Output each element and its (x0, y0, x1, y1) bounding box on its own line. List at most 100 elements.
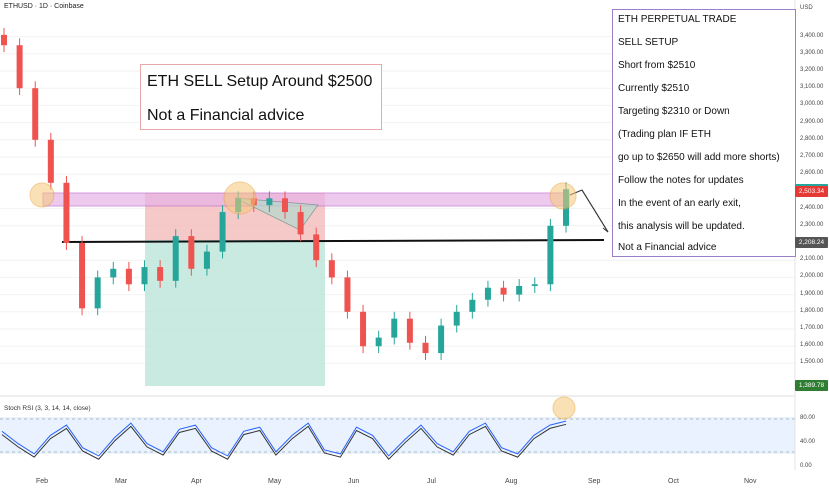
candle-body (391, 318, 398, 338)
candle-body (516, 286, 523, 295)
candle-body (110, 268, 117, 278)
x-tick-label: Oct (668, 478, 679, 485)
note-line: (Trading plan IF ETH (618, 129, 711, 140)
grid (0, 36, 795, 364)
candle-body (47, 139, 54, 183)
x-tick-label: Feb (36, 478, 49, 485)
x-tick-label: Jun (348, 478, 360, 485)
x-tick-label: Mar (115, 478, 128, 485)
candle-body (1, 34, 7, 46)
candle-body (63, 182, 70, 243)
price-tag: 1,389.78 (795, 380, 828, 391)
note-line: SELL SETUP (618, 37, 679, 48)
candle-body (328, 260, 335, 278)
note-line: Not a Financial advice (618, 242, 717, 253)
y-tick-label: 3,000.00 (800, 101, 824, 108)
candle-body (344, 277, 351, 312)
price-tag: 2,208.24 (795, 236, 828, 248)
title-line-2: Not a Financial advice (147, 107, 305, 124)
candle-body (469, 299, 476, 312)
y-tick-label: 2,300.00 (800, 221, 824, 228)
y-tick-label: 3,100.00 (800, 84, 824, 91)
candle-body (266, 198, 273, 206)
candle-body (313, 234, 320, 261)
stoch-rsi-line (1, 420, 567, 457)
candle-body (219, 212, 226, 252)
title-line-1: ETH SELL Setup Around $2500 (147, 73, 373, 90)
candle-body (188, 236, 195, 269)
candle-body (360, 311, 367, 347)
candles (1, 28, 569, 360)
y-tick-label: 2,700.00 (800, 153, 824, 159)
candle-body (547, 225, 554, 285)
marker-circle-mid (223, 181, 257, 215)
rsi-tick: 0.00 (800, 463, 812, 469)
candle-body (79, 243, 86, 309)
note-line: this analysis will be updated. (618, 221, 745, 232)
candle-body (172, 236, 179, 281)
support-line (61, 239, 605, 243)
x-tick-label: Sep (588, 478, 601, 485)
candle-body (282, 198, 288, 213)
note-line: Short from $2510 (618, 60, 696, 71)
candle-body (422, 342, 429, 354)
note-line: Targeting $2310 or Down (618, 106, 730, 117)
candle-body (484, 287, 491, 300)
x-tick-label: Aug (505, 478, 518, 485)
candle-body (16, 45, 23, 89)
candle-body (438, 325, 445, 354)
stoch-rsi-label: Stoch RSI (3, 3, 14, 14, close) (4, 405, 91, 412)
y-tick-label: 2,100.00 (800, 256, 824, 263)
notes-box: ETH PERPETUAL TRADE SELL SETUP Short fro… (612, 9, 796, 257)
candle-body (500, 287, 507, 295)
candle-body (157, 267, 164, 281)
y-tick-label: 1,600.00 (800, 342, 824, 349)
price-tag: 2,503.34 (795, 185, 828, 197)
y-tick-label: 3,300.00 (800, 49, 824, 56)
x-tick-label: Jul (427, 478, 436, 485)
y-tick-label: 1,500.00 (800, 359, 824, 366)
candle-body (531, 284, 538, 286)
candle-body (125, 268, 132, 285)
marker-circle-left (29, 182, 55, 208)
y-tick-label: 1,700.00 (800, 325, 824, 331)
y-tick-label: 1,900.00 (800, 290, 824, 297)
rsi-tick: 80.00 (800, 415, 816, 421)
title-box: ETH SELL Setup Around $2500 Not a Financ… (140, 64, 382, 130)
y-tick-label: 2,900.00 (800, 118, 824, 125)
candle-body (32, 88, 39, 140)
x-tick-label: Nov (744, 478, 757, 485)
y-tick-label: 2,800.00 (800, 135, 824, 142)
note-line: Follow the notes for updates (618, 175, 744, 186)
stoch-rsi-line (1, 423, 567, 460)
note-line: In the event of an early exit, (618, 198, 741, 209)
y-tick-label: 3,400.00 (800, 32, 824, 39)
projection-leg (581, 189, 609, 233)
symbol-label: ETHUSD · 1D · Coinbase (4, 3, 84, 10)
x-tick-label: May (268, 478, 282, 485)
candle-body (94, 277, 101, 309)
y-tick-label: 3,200.00 (800, 67, 824, 73)
candle-body (297, 212, 304, 235)
note-line: ETH PERPETUAL TRADE (618, 14, 737, 25)
candle-body (453, 311, 460, 326)
y-tick-label: 2,400.00 (800, 204, 824, 211)
triangle-pattern (234, 197, 319, 231)
y-tick-label: 1,800.00 (800, 307, 824, 314)
candle-body (141, 267, 148, 285)
rsi-marker-circle (552, 396, 576, 420)
currency-label: USD (800, 5, 813, 11)
stoch-rsi-lines (1, 420, 567, 460)
rsi-tick: 40.00 (800, 439, 816, 445)
candle-body (203, 251, 210, 269)
y-tick-label: 2,000.00 (800, 273, 824, 280)
green-zone (145, 240, 325, 386)
candle-body (406, 318, 413, 343)
note-line: Currently $2510 (618, 83, 690, 94)
marker-circle-right (549, 182, 577, 210)
x-tick-label: Apr (191, 478, 202, 485)
y-tick-label: 2,600.00 (800, 170, 824, 177)
candle-body (375, 337, 382, 347)
